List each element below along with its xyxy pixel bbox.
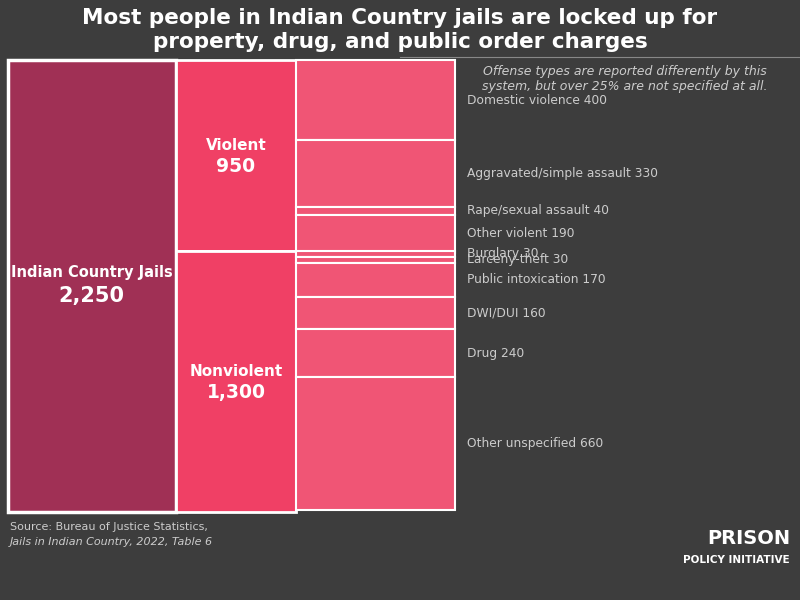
Bar xyxy=(296,215,455,253)
Text: Drug 240: Drug 240 xyxy=(467,347,524,360)
Text: Jails in Indian Country, 2022, Table 6: Jails in Indian Country, 2022, Table 6 xyxy=(10,537,213,547)
Bar xyxy=(296,297,455,329)
Text: Nonviolent: Nonviolent xyxy=(190,364,282,379)
Text: Indian Country Jails: Indian Country Jails xyxy=(11,265,173,280)
Bar xyxy=(296,60,455,140)
Bar xyxy=(296,257,455,263)
Text: Violent: Violent xyxy=(206,138,266,153)
Text: POLICY INITIATIVE: POLICY INITIATIVE xyxy=(683,555,790,565)
Text: 1,300: 1,300 xyxy=(206,383,266,402)
Bar xyxy=(296,140,455,206)
Text: Larceny-theft 30: Larceny-theft 30 xyxy=(467,253,568,266)
Text: Burglary 30: Burglary 30 xyxy=(467,247,538,260)
Text: Offense types are reported differently by this
system, but over 25% are not spec: Offense types are reported differently b… xyxy=(482,65,768,93)
Bar xyxy=(296,329,455,377)
Text: 2,250: 2,250 xyxy=(59,286,125,306)
Bar xyxy=(296,206,455,215)
Text: Other unspecified 660: Other unspecified 660 xyxy=(467,437,603,450)
Bar xyxy=(296,263,455,297)
Text: 950: 950 xyxy=(217,157,255,176)
Bar xyxy=(296,377,455,510)
Text: PRISON: PRISON xyxy=(707,529,790,548)
Text: Rape/sexual assault 40: Rape/sexual assault 40 xyxy=(467,204,609,217)
Bar xyxy=(296,251,455,257)
Text: Domestic violence 400: Domestic violence 400 xyxy=(467,94,607,107)
Text: Public intoxication 170: Public intoxication 170 xyxy=(467,274,606,286)
Text: DWI/DUI 160: DWI/DUI 160 xyxy=(467,307,546,320)
Text: Most people in Indian Country jails are locked up for: Most people in Indian Country jails are … xyxy=(82,8,718,28)
Text: Aggravated/simple assault 330: Aggravated/simple assault 330 xyxy=(467,167,658,180)
Bar xyxy=(176,251,296,512)
Bar xyxy=(8,60,176,512)
Text: Source: Bureau of Justice Statistics,: Source: Bureau of Justice Statistics, xyxy=(10,522,208,532)
Bar xyxy=(176,60,296,251)
Text: Other violent 190: Other violent 190 xyxy=(467,227,574,240)
Text: property, drug, and public order charges: property, drug, and public order charges xyxy=(153,32,647,52)
